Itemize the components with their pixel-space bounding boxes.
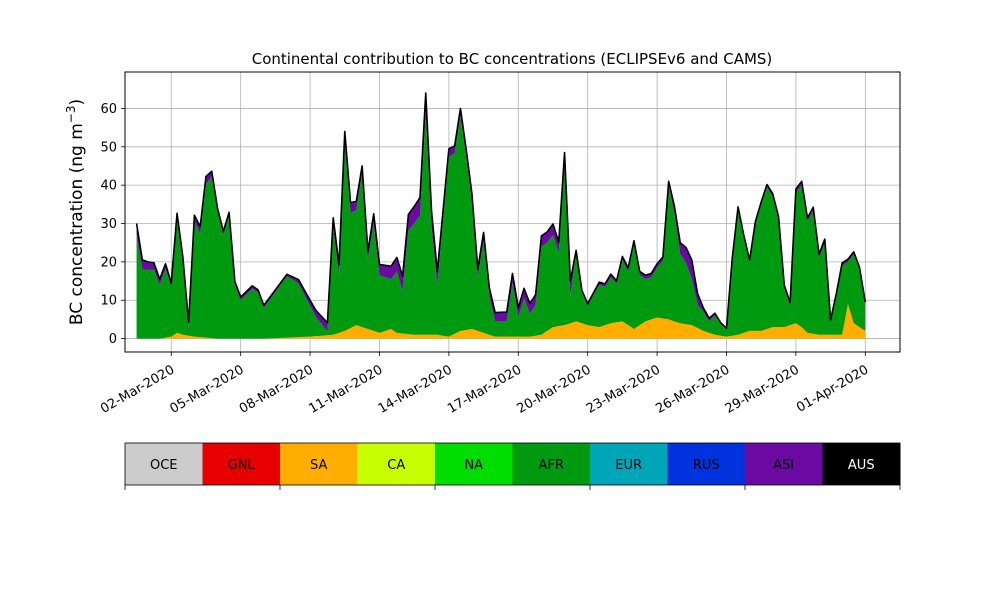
x-tick-label: 17-Mar-2020 — [445, 362, 524, 416]
colorbar-label-ca: CA — [387, 458, 405, 473]
x-tick-label: 11-Mar-2020 — [306, 362, 385, 416]
colorbar-segment-eur — [590, 443, 668, 485]
area-afr — [136, 112, 866, 339]
colorbar-label-sa: SA — [310, 458, 327, 473]
colorbar-segment-afr — [512, 443, 591, 485]
colorbar-label-rus: RUS — [693, 458, 720, 473]
colorbar-label-gnl: GNL — [228, 458, 256, 473]
colorbar-label-na: NA — [464, 458, 483, 473]
x-tick-label: 01-Apr-2020 — [794, 362, 871, 415]
y-tick-label: 30 — [100, 217, 117, 232]
colorbar-segment-na — [435, 443, 513, 485]
colorbar-segment-rus — [667, 443, 746, 485]
x-tick-label: 29-Mar-2020 — [723, 362, 802, 416]
x-tick-label: 23-Mar-2020 — [584, 362, 663, 416]
colorbar-segment-gnl — [202, 443, 281, 485]
x-tick-label: 02-Mar-2020 — [98, 362, 177, 416]
y-tick-label: 0 — [109, 332, 117, 347]
colorbar-segment-ca — [357, 443, 436, 485]
y-axis-label-main: BC concentration (ng m — [67, 123, 87, 325]
colorbar-label-asi: ASI — [773, 458, 794, 473]
y-axis-label: BC concentration (ng m−3) — [64, 99, 87, 325]
plot-area: 0 10 20 30 40 50 60 02-Mar-202005-Mar-202008-M… — [98, 71, 901, 417]
colorbar-segment-oce — [125, 443, 203, 485]
colorbar-segment-asi — [745, 443, 823, 485]
y-tick-label: 20 — [100, 255, 117, 270]
total-outline — [135, 92, 867, 330]
x-tick-label: 26-Mar-2020 — [653, 362, 732, 416]
colorbar-frame — [124, 442, 901, 486]
y-tick-label: 60 — [100, 102, 117, 117]
colorbar-label-aus: AUS — [848, 458, 875, 473]
y-tick-label: 40 — [100, 179, 117, 194]
y-axis-label-exponent: −3 — [64, 105, 78, 123]
stacked-areas — [136, 93, 866, 339]
colorbar-segment-sa — [280, 443, 358, 485]
y-tick-label: 50 — [100, 140, 117, 155]
colorbar-label-oce: OCE — [150, 458, 178, 473]
x-tick-label: 14-Mar-2020 — [376, 362, 455, 416]
axes-frame — [124, 71, 901, 353]
chart-title: Continental contribution to BC concentra… — [252, 50, 773, 68]
colorbar-segment-aus — [822, 443, 901, 485]
x-tick-label: 05-Mar-2020 — [168, 362, 247, 416]
area-sa — [136, 304, 866, 339]
y-axis-label-close: ) — [67, 99, 87, 106]
x-tick-label: 20-Mar-2020 — [515, 362, 594, 416]
y-tick-label: 10 — [100, 294, 117, 309]
x-axis: 02-Mar-202005-Mar-202008-Mar-202011-Mar-… — [98, 352, 871, 417]
colorbar-label-afr: AFR — [539, 458, 564, 473]
x-tick-label: 08-Mar-2020 — [237, 362, 316, 416]
total-line — [135, 92, 867, 330]
colorbar-label-eur: EUR — [615, 458, 642, 473]
y-axis: 0 10 20 30 40 50 60 — [100, 102, 125, 347]
colorbar: OCE GNL SA CA NA AFR EUR RUS ASI AUS — [124, 442, 901, 490]
